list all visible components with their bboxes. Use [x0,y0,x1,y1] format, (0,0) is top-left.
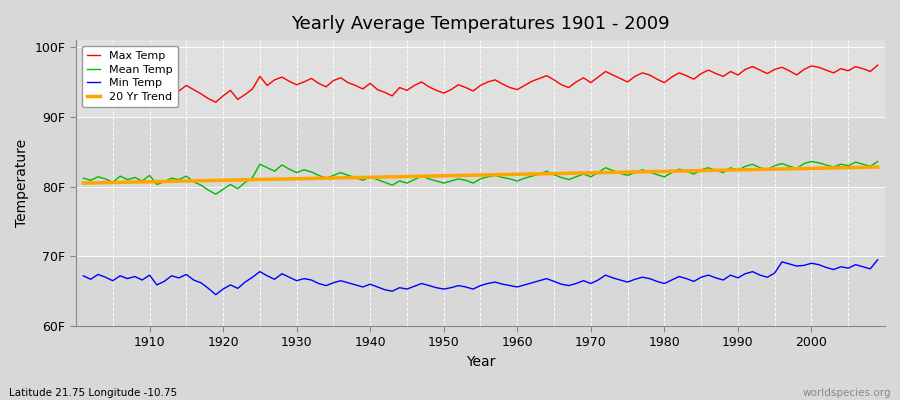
Mean Temp [306,170,317,174]
Max Temp [350,83,361,88]
Min Temp [78,274,89,278]
Line: Mean Temp: Mean Temp [84,162,878,194]
Mean Temp [608,168,618,173]
Title: Yearly Average Temperatures 1901 - 2009: Yearly Average Temperatures 1901 - 2009 [292,15,670,33]
Mean Temp [512,178,523,183]
Min Temp [137,278,148,282]
Line: Min Temp: Min Temp [84,260,878,295]
Mean Temp [350,175,361,180]
Min Temp [306,278,317,282]
Text: Latitude 21.75 Longitude -10.75: Latitude 21.75 Longitude -10.75 [9,388,177,398]
X-axis label: Year: Year [466,355,495,369]
Mean Temp [806,159,817,164]
Line: Max Temp: Max Temp [84,65,878,102]
Min Temp [350,282,361,287]
Max Temp [211,100,221,104]
Max Temp [306,76,317,81]
Mean Temp [137,178,148,183]
Min Temp [608,276,618,280]
Bar [76,256,885,326]
Max Temp [519,83,530,88]
Min Temp [211,292,221,297]
Mean Temp [872,159,883,164]
Max Temp [512,87,523,92]
Mean Temp [78,176,89,180]
Max Temp [872,63,883,68]
Legend: Max Temp, Mean Temp, Min Temp, 20 Yr Trend: Max Temp, Mean Temp, Min Temp, 20 Yr Tre… [82,46,178,107]
Mean Temp [211,192,221,197]
Bar [76,47,885,117]
Mean Temp [519,176,530,180]
Text: worldspecies.org: worldspecies.org [803,388,891,398]
Max Temp [78,83,89,88]
Max Temp [137,84,148,88]
Min Temp [512,284,523,289]
Min Temp [519,282,530,287]
Max Temp [608,72,618,77]
Bar [76,117,885,186]
Min Temp [872,257,883,262]
Y-axis label: Temperature: Temperature [15,139,29,227]
Bar [76,186,885,256]
